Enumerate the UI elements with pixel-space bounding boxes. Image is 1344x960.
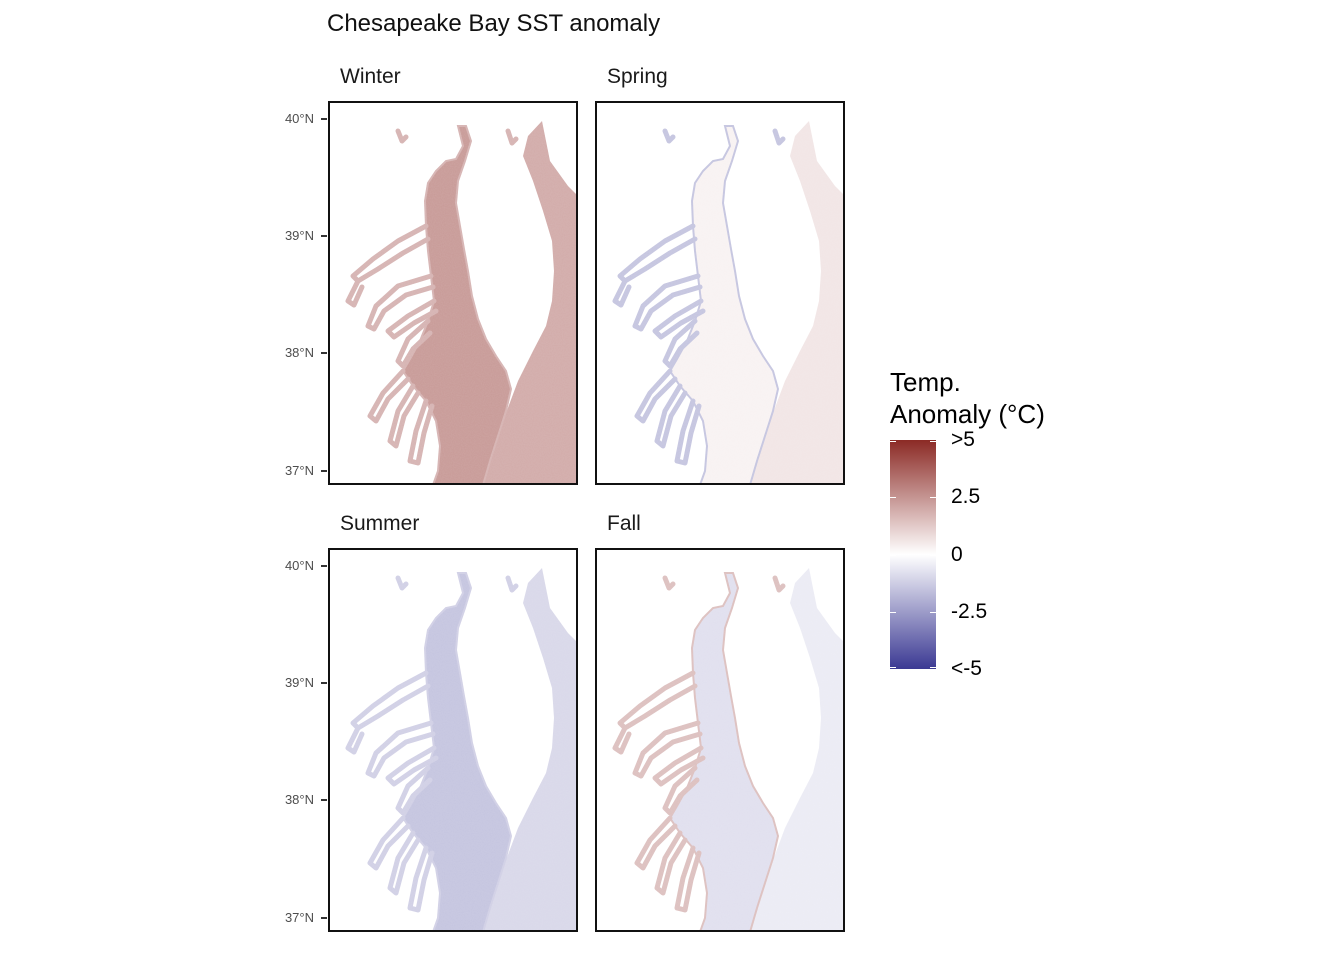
y-tick-mark bbox=[321, 469, 327, 472]
facet-label-winter: Winter bbox=[340, 65, 401, 88]
y-tick-mark bbox=[321, 564, 327, 567]
legend-tick-mark bbox=[930, 667, 936, 668]
legend-tick-label: 2.5 bbox=[951, 485, 981, 509]
facet-label-fall: Fall bbox=[607, 512, 641, 535]
legend-tick-label: -2.5 bbox=[951, 599, 988, 623]
y-tick-label: 39°N bbox=[284, 675, 314, 691]
y-tick-mark bbox=[321, 117, 327, 120]
facet-panel-spring bbox=[595, 101, 845, 485]
legend-title: Temp. Anomaly (°C) bbox=[890, 366, 1045, 430]
facet-panel-fall bbox=[595, 548, 845, 932]
y-tick-label: 37°N bbox=[284, 462, 314, 478]
legend-tick-mark bbox=[890, 611, 896, 613]
y-tick-mark bbox=[321, 235, 327, 238]
legend-tick-label: 0 bbox=[951, 542, 963, 566]
legend-tick-mark bbox=[890, 667, 896, 668]
facet-label-summer: Summer bbox=[340, 512, 420, 535]
panel-border-summer bbox=[328, 548, 578, 932]
texture-fall bbox=[595, 548, 845, 932]
y-tick-mark bbox=[321, 799, 327, 802]
legend-tick-mark bbox=[890, 441, 896, 442]
facet-panel-winter bbox=[328, 101, 578, 485]
y-tick-mark bbox=[321, 682, 327, 685]
texture-spring bbox=[595, 101, 845, 485]
legend-tick-label: <-5 bbox=[951, 657, 982, 680]
legend-tick-mark bbox=[930, 441, 936, 442]
legend-tick-mark bbox=[930, 611, 936, 613]
facet-panel-summer bbox=[328, 548, 578, 932]
chart-title: Chesapeake Bay SST anomaly bbox=[327, 10, 661, 37]
y-tick-label: 38°N bbox=[284, 345, 314, 361]
texture-winter bbox=[328, 101, 578, 485]
texture-summer bbox=[328, 548, 578, 932]
legend-tick-mark bbox=[930, 497, 936, 499]
y-tick-label: 39°N bbox=[284, 228, 314, 244]
y-tick-label: 37°N bbox=[284, 909, 314, 925]
legend-tick-mark bbox=[890, 497, 896, 499]
legend-title-line-1: Temp. bbox=[890, 367, 961, 397]
legend-title-line-2: Anomaly (°C) bbox=[890, 399, 1045, 429]
y-tick-label: 38°N bbox=[284, 792, 314, 808]
legend-colorbar bbox=[890, 440, 936, 669]
legend-tick-label: >5 bbox=[951, 428, 975, 451]
panel-border-fall bbox=[595, 548, 845, 932]
legend-tick-mark bbox=[930, 554, 936, 556]
legend-tick-mark bbox=[890, 554, 896, 556]
y-tick-mark bbox=[321, 352, 327, 355]
y-tick-mark bbox=[321, 916, 327, 919]
y-tick-label: 40°N bbox=[284, 557, 314, 573]
y-tick-label: 40°N bbox=[284, 110, 314, 126]
panel-border-spring bbox=[595, 101, 845, 485]
panel-border-winter bbox=[328, 101, 578, 485]
facet-label-spring: Spring bbox=[607, 65, 668, 88]
